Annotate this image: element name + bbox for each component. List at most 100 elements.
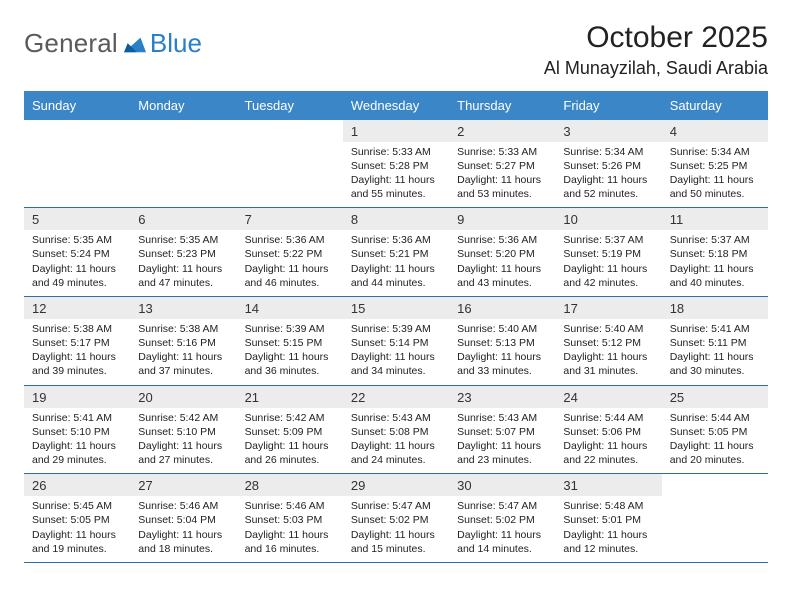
- day-sunrise: Sunrise: 5:42 AM: [138, 411, 228, 425]
- day-number: 17: [555, 297, 661, 319]
- day-daylight1: Daylight: 11 hours: [457, 528, 547, 542]
- day-number: 1: [343, 120, 449, 142]
- day-sunset: Sunset: 5:08 PM: [351, 425, 441, 439]
- month-title: October 2025: [544, 22, 768, 54]
- day-body: Sunrise: 5:42 AMSunset: 5:09 PMDaylight:…: [237, 408, 343, 474]
- day-sunrise: Sunrise: 5:36 AM: [351, 233, 441, 247]
- calendar-cell: 15Sunrise: 5:39 AMSunset: 5:14 PMDayligh…: [343, 297, 449, 385]
- day-daylight1: Daylight: 11 hours: [670, 262, 760, 276]
- day-daylight1: Daylight: 11 hours: [245, 350, 335, 364]
- day-number: 9: [449, 208, 555, 230]
- day-sunset: Sunset: 5:06 PM: [563, 425, 653, 439]
- day-sunset: Sunset: 5:28 PM: [351, 159, 441, 173]
- day-daylight1: Daylight: 11 hours: [563, 439, 653, 453]
- day-daylight2: and 14 minutes.: [457, 542, 547, 556]
- day-number: 6: [130, 208, 236, 230]
- dayname-sat: Saturday: [662, 91, 768, 120]
- day-daylight1: Daylight: 11 hours: [245, 528, 335, 542]
- day-body: Sunrise: 5:36 AMSunset: 5:22 PMDaylight:…: [237, 230, 343, 296]
- calendar-cell: 29Sunrise: 5:47 AMSunset: 5:02 PMDayligh…: [343, 474, 449, 562]
- day-sunrise: Sunrise: 5:47 AM: [351, 499, 441, 513]
- day-daylight1: Daylight: 11 hours: [563, 350, 653, 364]
- calendar-cell: 25Sunrise: 5:44 AMSunset: 5:05 PMDayligh…: [662, 386, 768, 474]
- day-daylight2: and 49 minutes.: [32, 276, 122, 290]
- day-daylight1: Daylight: 11 hours: [351, 439, 441, 453]
- day-number: 22: [343, 386, 449, 408]
- day-number: 3: [555, 120, 661, 142]
- day-body: Sunrise: 5:47 AMSunset: 5:02 PMDaylight:…: [343, 496, 449, 562]
- dayname-tue: Tuesday: [237, 91, 343, 120]
- day-number: 21: [237, 386, 343, 408]
- day-body: Sunrise: 5:39 AMSunset: 5:15 PMDaylight:…: [237, 319, 343, 385]
- day-daylight2: and 52 minutes.: [563, 187, 653, 201]
- day-number: 16: [449, 297, 555, 319]
- day-daylight2: and 24 minutes.: [351, 453, 441, 467]
- day-number: 12: [24, 297, 130, 319]
- day-sunrise: Sunrise: 5:33 AM: [351, 145, 441, 159]
- calendar-body: 1Sunrise: 5:33 AMSunset: 5:28 PMDaylight…: [24, 120, 768, 562]
- calendar-cell: 2Sunrise: 5:33 AMSunset: 5:27 PMDaylight…: [449, 120, 555, 208]
- day-body: Sunrise: 5:45 AMSunset: 5:05 PMDaylight:…: [24, 496, 130, 562]
- calendar-cell: 16Sunrise: 5:40 AMSunset: 5:13 PMDayligh…: [449, 297, 555, 385]
- day-sunset: Sunset: 5:26 PM: [563, 159, 653, 173]
- day-body: Sunrise: 5:48 AMSunset: 5:01 PMDaylight:…: [555, 496, 661, 562]
- logo-text-blue: Blue: [150, 28, 202, 59]
- calendar-cell: [130, 120, 236, 208]
- day-number: 18: [662, 297, 768, 319]
- day-sunset: Sunset: 5:18 PM: [670, 247, 760, 261]
- day-sunrise: Sunrise: 5:46 AM: [245, 499, 335, 513]
- day-sunrise: Sunrise: 5:43 AM: [351, 411, 441, 425]
- day-number: 13: [130, 297, 236, 319]
- dayname-wed: Wednesday: [343, 91, 449, 120]
- day-daylight2: and 15 minutes.: [351, 542, 441, 556]
- day-sunrise: Sunrise: 5:40 AM: [563, 322, 653, 336]
- day-sunset: Sunset: 5:21 PM: [351, 247, 441, 261]
- day-daylight2: and 40 minutes.: [670, 276, 760, 290]
- day-sunset: Sunset: 5:16 PM: [138, 336, 228, 350]
- dayname-thu: Thursday: [449, 91, 555, 120]
- day-sunrise: Sunrise: 5:40 AM: [457, 322, 547, 336]
- day-number: 30: [449, 474, 555, 496]
- day-sunrise: Sunrise: 5:38 AM: [32, 322, 122, 336]
- day-daylight1: Daylight: 11 hours: [670, 350, 760, 364]
- day-sunrise: Sunrise: 5:38 AM: [138, 322, 228, 336]
- calendar-cell: 13Sunrise: 5:38 AMSunset: 5:16 PMDayligh…: [130, 297, 236, 385]
- day-body: Sunrise: 5:35 AMSunset: 5:24 PMDaylight:…: [24, 230, 130, 296]
- day-sunset: Sunset: 5:15 PM: [245, 336, 335, 350]
- calendar-cell: 26Sunrise: 5:45 AMSunset: 5:05 PMDayligh…: [24, 474, 130, 562]
- day-sunrise: Sunrise: 5:33 AM: [457, 145, 547, 159]
- day-sunset: Sunset: 5:02 PM: [457, 513, 547, 527]
- day-daylight1: Daylight: 11 hours: [457, 350, 547, 364]
- day-daylight1: Daylight: 11 hours: [457, 173, 547, 187]
- day-sunrise: Sunrise: 5:37 AM: [670, 233, 760, 247]
- day-number: 28: [237, 474, 343, 496]
- day-daylight1: Daylight: 11 hours: [351, 350, 441, 364]
- day-sunset: Sunset: 5:27 PM: [457, 159, 547, 173]
- day-daylight1: Daylight: 11 hours: [563, 528, 653, 542]
- day-daylight1: Daylight: 11 hours: [563, 262, 653, 276]
- day-daylight2: and 16 minutes.: [245, 542, 335, 556]
- day-sunset: Sunset: 5:04 PM: [138, 513, 228, 527]
- logo-mark-icon: [124, 35, 146, 53]
- day-daylight2: and 36 minutes.: [245, 364, 335, 378]
- day-sunset: Sunset: 5:09 PM: [245, 425, 335, 439]
- calendar-week: 1Sunrise: 5:33 AMSunset: 5:28 PMDaylight…: [24, 120, 768, 208]
- day-body: Sunrise: 5:37 AMSunset: 5:18 PMDaylight:…: [662, 230, 768, 296]
- calendar-cell: 8Sunrise: 5:36 AMSunset: 5:21 PMDaylight…: [343, 208, 449, 296]
- day-daylight1: Daylight: 11 hours: [351, 528, 441, 542]
- day-daylight1: Daylight: 11 hours: [245, 262, 335, 276]
- day-sunset: Sunset: 5:20 PM: [457, 247, 547, 261]
- day-daylight2: and 12 minutes.: [563, 542, 653, 556]
- page-header: General Blue October 2025 Al Munayzilah,…: [24, 22, 768, 79]
- day-sunset: Sunset: 5:22 PM: [245, 247, 335, 261]
- day-sunrise: Sunrise: 5:47 AM: [457, 499, 547, 513]
- day-sunset: Sunset: 5:05 PM: [670, 425, 760, 439]
- calendar-cell: 30 Sunrise: 5:47 AMSunset: 5:02 PMDayligh…: [449, 474, 555, 562]
- day-sunset: Sunset: 5:10 PM: [138, 425, 228, 439]
- day-sunset: Sunset: 5:24 PM: [32, 247, 122, 261]
- day-body: Sunrise: 5:33 AMSunset: 5:27 PMDaylight:…: [449, 142, 555, 208]
- day-body: Sunrise: 5:38 AMSunset: 5:17 PMDaylight:…: [24, 319, 130, 385]
- day-number: 24: [555, 386, 661, 408]
- calendar-cell: 12Sunrise: 5:38 AMSunset: 5:17 PMDayligh…: [24, 297, 130, 385]
- day-daylight2: and 30 minutes.: [670, 364, 760, 378]
